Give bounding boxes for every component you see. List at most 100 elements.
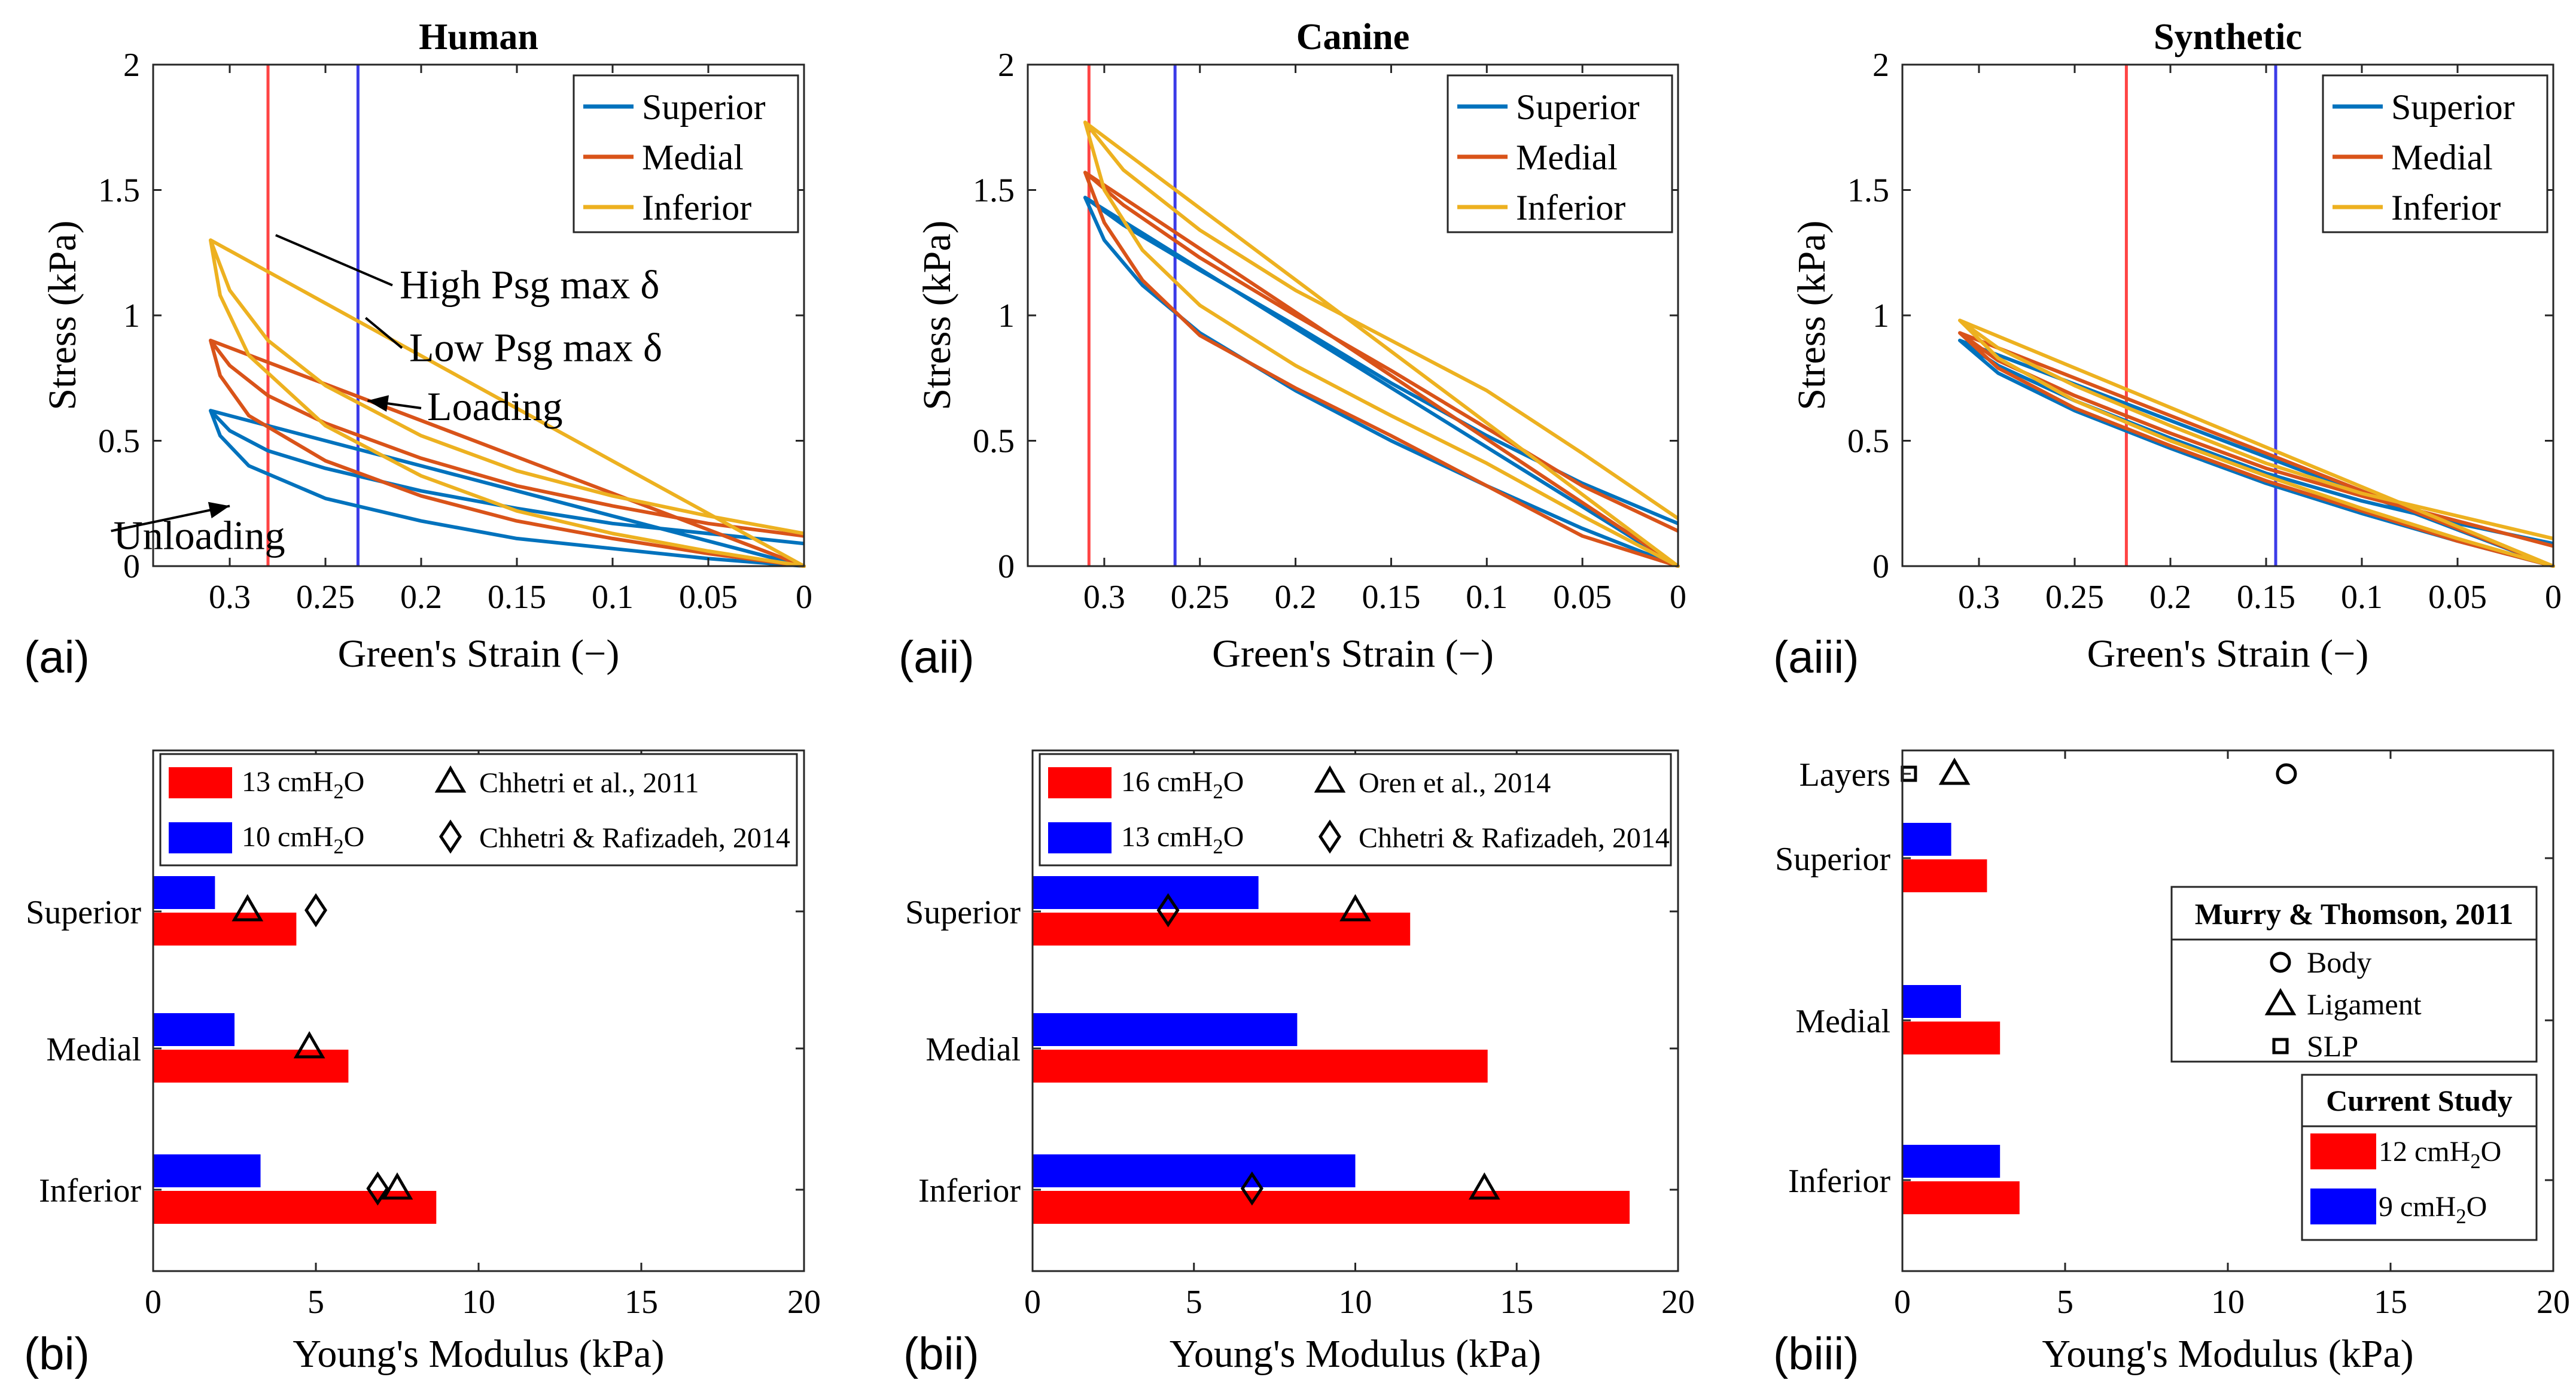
legend-marker-diamond [439, 819, 462, 854]
legend-label: 10 cmH2O [242, 821, 364, 858]
bar-superior-high [1033, 913, 1411, 946]
bar-medial-low [153, 1013, 235, 1046]
y-tick-label: 2 [1872, 47, 1889, 84]
legend-label: Inferior [1516, 188, 1625, 227]
category-label: Medial [925, 1031, 1021, 1068]
legend-label: Chhetri & Rafizadeh, 2014 [479, 822, 790, 854]
y-tick-label: 2 [123, 47, 140, 84]
legend-label: 13 cmH2O [1121, 821, 1244, 858]
y-tick-label: 0 [1872, 548, 1889, 585]
bar-superior-low [1033, 876, 1259, 909]
y-tick-label: 1 [1872, 297, 1889, 335]
legend-marker-triangle [1314, 765, 1346, 793]
y-tick-label: 0.5 [98, 423, 140, 460]
category-label: Layers [1799, 756, 1890, 794]
bar-medial-low [1902, 985, 1961, 1018]
category-label: Medial [46, 1031, 141, 1068]
series-line-medial [1958, 331, 2555, 568]
x-tick-label: 0.25 [296, 579, 355, 616]
y-tick-label: 1 [123, 297, 140, 335]
layer-marker-triangle [1938, 758, 1971, 785]
x-tick-label: 0.15 [1362, 579, 1420, 616]
x-tick-label: 0.25 [1171, 579, 1229, 616]
annotation-arrowhead [367, 395, 389, 412]
legend-label: Oren et al., 2014 [1359, 767, 1551, 799]
legend-label: Inferior [642, 188, 751, 227]
x-tick-label: 5 [1186, 1284, 1202, 1321]
legend-swatch-bar [2310, 1133, 2376, 1169]
legend: Superior Medial Inferior [1447, 74, 1673, 233]
legend-label: Superior [2391, 87, 2515, 127]
x-tick-label: 0 [796, 579, 812, 616]
legend-swatch-bar [169, 822, 232, 853]
legend-title: Murry & Thomson, 2011 [2195, 897, 2513, 931]
marker-diamond [366, 1171, 389, 1206]
marker-diamond [304, 893, 328, 928]
x-tick-label: 10 [2211, 1284, 2245, 1321]
legend-label: Chhetri et al., 2011 [479, 767, 699, 799]
series-line-medial [209, 338, 806, 568]
legend-label: Superior [642, 87, 766, 127]
x-tick-label: 20 [2537, 1284, 2570, 1321]
legend-label: Superior [1516, 87, 1640, 127]
legend-marker-square [2272, 1038, 2289, 1054]
x-axis-label: Green's Strain (−) [338, 632, 620, 676]
x-tick-label: 15 [2374, 1284, 2407, 1321]
x-tick-label: 0 [1894, 1284, 1911, 1321]
x-tick-label: 5 [307, 1284, 324, 1321]
y-axis-label: Stress (kPa) [1790, 220, 1834, 410]
series-line-inferior [1958, 318, 2555, 568]
panel-aiii: Synthetic 0.3 0.25 0.2 0.15 0.1 0.05 0 0 0.5 1 1.5 2… [1773, 17, 2562, 683]
legend-swatch-bar [1048, 822, 1112, 853]
y-tick-label: 1.5 [973, 172, 1015, 209]
legend-label: Body [2307, 946, 2371, 979]
x-tick-label: 10 [462, 1284, 495, 1321]
y-tick-label: 0.5 [1847, 423, 1889, 460]
x-tick-label: 0.2 [1275, 579, 1317, 616]
x-tick-label: 0.3 [1958, 579, 2000, 616]
y-tick-label: 0 [998, 548, 1015, 585]
marker-diamond [1156, 893, 1180, 928]
x-tick-label: 0 [1024, 1284, 1041, 1321]
x-tick-label: 20 [787, 1284, 821, 1321]
bar-inferior-low [1902, 1145, 2000, 1178]
chart-title: Canine [1296, 17, 1409, 57]
annotation-text: High Psg max δ [400, 262, 659, 308]
legend: Superior Medial Inferior [573, 74, 799, 233]
legend-label: 9 cmH2O [2379, 1191, 2487, 1228]
panel-bii: Superior Medial Inferior 0 5 10 15 20 Young's Mo… [903, 749, 1695, 1379]
legend-marker-circle [2270, 952, 2291, 973]
legend-box [2170, 886, 2538, 1063]
y-tick-label: 0 [123, 548, 140, 585]
marker-triangle [293, 1031, 325, 1059]
x-axis-label: Young's Modulus (kPa) [2042, 1332, 2413, 1376]
x-tick-label: 0.1 [1466, 579, 1508, 616]
legend-label: Medial [1516, 138, 1618, 177]
x-tick-label: 0.15 [488, 579, 546, 616]
x-tick-label: 0.15 [2237, 579, 2295, 616]
legend-marker-triangle [434, 765, 467, 793]
bar-inferior-high [153, 1191, 437, 1224]
legend-label: Medial [2391, 138, 2493, 177]
legend-label: 13 cmH2O [242, 766, 364, 803]
legend-swatch-bar [1048, 767, 1112, 798]
bar-superior-low [153, 876, 215, 909]
y-axis-label: Stress (kPa) [41, 220, 84, 410]
series-line-inferior [209, 238, 806, 568]
x-tick-label: 0.1 [592, 579, 634, 616]
panel-bi: Superior Medial Inferior 0 5 10 15 20 Young's Mo… [24, 749, 821, 1379]
category-label: Superior [26, 894, 141, 931]
bar-inferior-high [1902, 1181, 2020, 1214]
x-tick-label: 0.2 [400, 579, 442, 616]
marker-triangle [232, 894, 264, 922]
panel-ai: Human 0.3 0.25 0.2 0.15 0.1 0.05 0 0 0.5 1 1.5 2 Gree… [24, 17, 812, 683]
legend-swatch-bar [2310, 1188, 2376, 1224]
x-tick-label: 15 [1500, 1284, 1533, 1321]
chart-title: Synthetic [2154, 17, 2302, 57]
x-tick-label: 10 [1339, 1284, 1372, 1321]
y-axis-label: Stress (kPa) [915, 220, 959, 410]
x-tick-label: 0.2 [2149, 579, 2191, 616]
category-label: Superior [905, 894, 1021, 931]
legend-marker-diamond [1318, 819, 1342, 854]
